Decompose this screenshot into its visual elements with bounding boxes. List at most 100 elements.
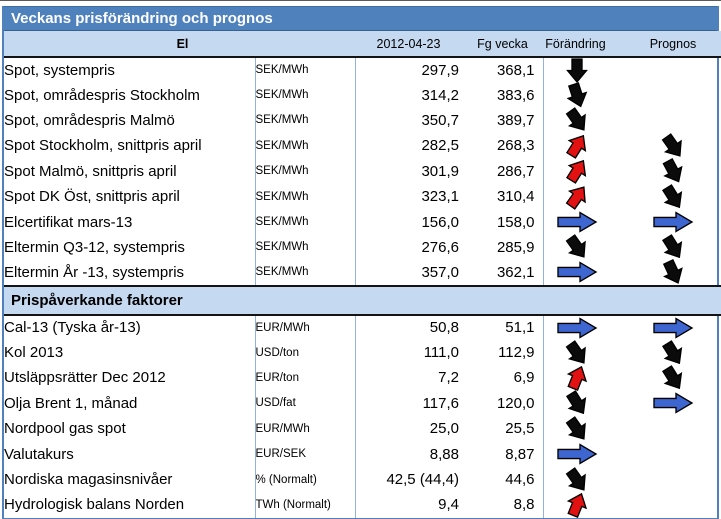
down-right-arrow-icon bbox=[565, 415, 587, 440]
table-row: Nordpool gas spot EUR/MWh 25,0 25,5 bbox=[4, 415, 721, 442]
current-value: 276,6 bbox=[354, 234, 462, 261]
row-label: Spot, systempris bbox=[4, 61, 115, 79]
forecast-cell bbox=[625, 259, 721, 285]
forecast-cell bbox=[625, 57, 721, 82]
previous-value: 51,1 bbox=[505, 319, 535, 337]
row-label: Cal-13 (Tyska år-13) bbox=[4, 319, 141, 337]
down-right-arrow-icon bbox=[662, 234, 683, 259]
report-title: Veckans prisförändring och prognos bbox=[4, 6, 717, 31]
previous-value: 362,1 bbox=[496, 263, 535, 281]
row-label: Elcertifikat mars-13 bbox=[4, 213, 133, 231]
change-cell bbox=[542, 183, 625, 210]
current-value: 323,1 bbox=[354, 183, 462, 210]
down-right-arrow-icon bbox=[565, 339, 587, 364]
previous-value: 389,7 bbox=[496, 111, 535, 129]
row-unit: % (Normalt) bbox=[254, 466, 355, 493]
previous-value: 25,5 bbox=[505, 420, 535, 438]
forecast-cell bbox=[625, 416, 721, 441]
previous-value: 158,0 bbox=[496, 213, 535, 231]
previous-value: 8,87 bbox=[505, 445, 535, 463]
current-value: 42,5 (44,4) bbox=[354, 466, 462, 493]
table-row: Spot Malmö, snittpris april SEK/MWh 301,9 2… bbox=[4, 158, 721, 185]
forecast-cell bbox=[625, 158, 721, 184]
right-arrow-icon bbox=[653, 392, 694, 414]
table-row: Spot, områdespris Malmö SEK/MWh 350,7 389,7 bbox=[4, 107, 721, 134]
row-unit: EUR/MWh bbox=[254, 416, 355, 442]
current-value: 8,88 bbox=[354, 441, 462, 467]
right-arrow-icon bbox=[557, 261, 598, 283]
column-header-prev-week: Fg vecka bbox=[462, 31, 543, 58]
previous-value: 6,9 bbox=[513, 369, 535, 387]
forecast-cell bbox=[625, 209, 721, 234]
current-value: 282,5 bbox=[354, 133, 462, 159]
current-value: 9,4 bbox=[354, 492, 462, 518]
forecast-cell bbox=[625, 365, 721, 390]
row-unit: SEK/MWh bbox=[254, 107, 355, 134]
current-value: 7,2 bbox=[354, 365, 462, 391]
table-row: Spot, systempris SEK/MWh 297,9 368,1 bbox=[4, 57, 721, 84]
current-value: 357,0 bbox=[354, 260, 462, 286]
column-header-change: Förändring bbox=[543, 31, 625, 58]
forecast-cell bbox=[625, 467, 721, 492]
previous-value: 112,9 bbox=[498, 344, 535, 362]
current-value: 156,0 bbox=[354, 209, 462, 235]
change-cell bbox=[542, 209, 625, 235]
forecast-cell bbox=[625, 133, 721, 158]
down-right-arrow-icon bbox=[662, 183, 683, 208]
table-row: Eltermin Q3-12, systempris SEK/MWh 276,6 28… bbox=[4, 234, 721, 261]
row-unit: SEK/MWh bbox=[254, 234, 355, 261]
change-cell bbox=[542, 107, 625, 134]
change-cell bbox=[542, 234, 625, 261]
previous-value: 286,7 bbox=[496, 162, 535, 180]
down-right-arrow-icon bbox=[565, 466, 587, 491]
previous-value: 383,6 bbox=[496, 86, 535, 104]
row-label: Nordpool gas spot bbox=[4, 420, 126, 438]
forecast-cell bbox=[625, 108, 721, 133]
row-label: Spot Stockholm, snittpris april bbox=[4, 137, 202, 155]
forecast-cell bbox=[625, 441, 721, 466]
table-row: Elcertifikat mars-13 SEK/MWh 156,0 158,0 bbox=[4, 209, 721, 235]
row-unit: SEK/MWh bbox=[254, 133, 355, 159]
row-unit: SEK/MWh bbox=[254, 57, 355, 83]
column-header-date: 2012-04-23 bbox=[355, 31, 462, 58]
row-label: Valutakurs bbox=[4, 445, 74, 463]
row-unit: EUR/ton bbox=[254, 365, 355, 391]
row-unit: USD/fat bbox=[254, 390, 355, 417]
window-top-edge bbox=[0, 0, 721, 1]
price-report: Veckans prisförändring och prognos El 201… bbox=[2, 6, 721, 519]
down-right-arrow-icon bbox=[566, 82, 588, 108]
current-value: 314,2 bbox=[354, 82, 462, 108]
up-right-arrow-icon bbox=[565, 185, 587, 210]
current-value: 350,7 bbox=[354, 107, 462, 134]
down-right-arrow-icon bbox=[662, 158, 683, 183]
down-right-arrow-icon bbox=[565, 107, 587, 132]
change-cell bbox=[542, 158, 625, 185]
row-label: Eltermin Q3-12, systempris bbox=[4, 238, 185, 256]
forecast-cell bbox=[625, 492, 721, 517]
forecast-cell bbox=[625, 234, 721, 260]
previous-value: 285,9 bbox=[496, 238, 535, 256]
table-row: Olja Brent 1, månad USD/fat 117,6 120,0 bbox=[4, 390, 721, 417]
table-row: Nordiska magasinsnivåer % (Normalt) 42,5 (… bbox=[4, 466, 721, 493]
row-unit: SEK/MWh bbox=[254, 183, 355, 210]
change-cell bbox=[542, 133, 625, 159]
right-arrow-icon bbox=[557, 443, 598, 465]
right-arrow-icon bbox=[557, 317, 598, 339]
right-arrow-icon bbox=[653, 211, 694, 233]
current-value: 111,0 bbox=[354, 339, 462, 366]
forecast-cell bbox=[625, 391, 721, 416]
forecast-cell bbox=[625, 339, 721, 365]
row-label: Olja Brent 1, månad bbox=[4, 394, 138, 412]
previous-value: 368,1 bbox=[496, 61, 535, 79]
price-table: El 2012-04-23 Fg vecka Förändring Prognos Spo… bbox=[4, 31, 721, 518]
row-label: Kol 2013 bbox=[4, 344, 64, 362]
row-label: Spot, områdespris Malmö bbox=[4, 111, 175, 129]
table-row: Spot, områdespris Stockholm SEK/MWh 314,2 3… bbox=[4, 82, 721, 108]
change-cell bbox=[542, 260, 625, 286]
table-row: Spot DK Öst, snittpris april SEK/MWh 323,1… bbox=[4, 183, 721, 210]
table-row: Hydrologisk balans Norden TWh (Normalt) 9,… bbox=[4, 492, 721, 518]
row-label: Hydrologisk balans Norden bbox=[4, 496, 185, 514]
row-unit: USD/ton bbox=[254, 339, 355, 366]
forecast-cell bbox=[625, 315, 721, 340]
row-unit: TWh (Normalt) bbox=[254, 492, 355, 518]
